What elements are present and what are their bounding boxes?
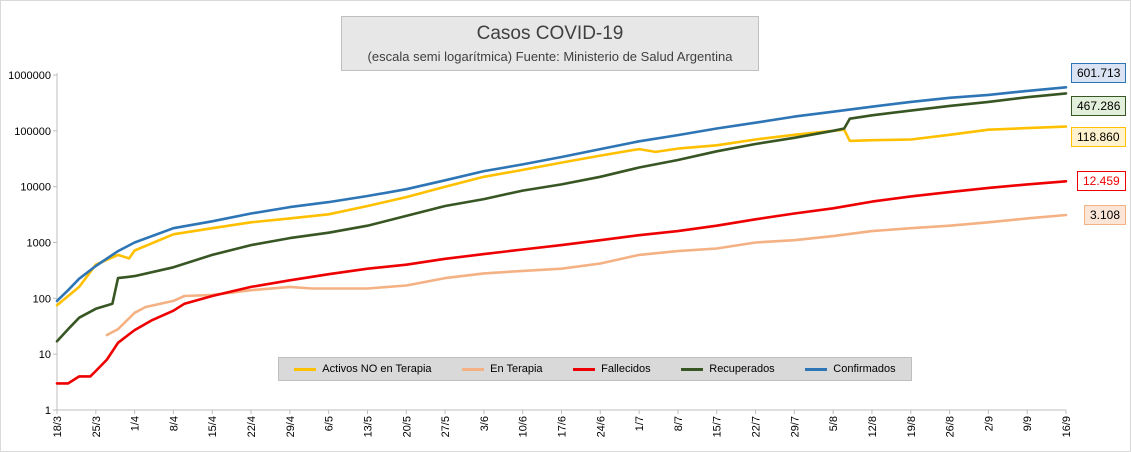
x-tick-label: 6/5 bbox=[324, 416, 336, 431]
x-tick-label: 13/5 bbox=[362, 416, 374, 437]
x-tick-label: 19/8 bbox=[906, 416, 918, 437]
legend-swatch bbox=[681, 367, 704, 371]
legend-label: Confirmados bbox=[833, 363, 896, 375]
x-tick-label: 26/8 bbox=[945, 416, 957, 437]
x-tick-label: 8/4 bbox=[168, 416, 180, 431]
x-tick-label: 22/7 bbox=[751, 416, 763, 437]
y-tick-label: 100 bbox=[33, 293, 51, 305]
legend-label: Fallecidos bbox=[601, 363, 651, 375]
x-tick-label: 1/7 bbox=[634, 416, 646, 431]
series-line-3 bbox=[55, 92, 1068, 343]
end-value-label: 3.108 bbox=[1084, 205, 1127, 225]
chart-subtitle: (escala semi logarítmica) Fuente: Minist… bbox=[367, 49, 733, 64]
series-line-2 bbox=[55, 180, 1068, 385]
x-tick-label: 25/3 bbox=[91, 416, 103, 437]
series-line-1 bbox=[105, 213, 1068, 337]
chart-title: Casos COVID-19 bbox=[476, 23, 624, 44]
x-tick-label: 5/8 bbox=[828, 416, 840, 431]
series-line-0 bbox=[55, 125, 1068, 307]
x-tick-label: 16/9 bbox=[1061, 416, 1073, 437]
legend-item: Recuperados bbox=[681, 363, 775, 375]
legend-swatch bbox=[294, 367, 317, 371]
x-tick-label: 10/6 bbox=[518, 416, 530, 437]
legend-item: En Terapia bbox=[462, 363, 543, 375]
series-line-4 bbox=[55, 86, 1068, 303]
x-tick-label: 2/9 bbox=[983, 416, 995, 431]
legend-label: Recuperados bbox=[709, 363, 775, 375]
x-tick-label: 1/4 bbox=[130, 416, 142, 431]
y-tick-label: 10000 bbox=[20, 182, 51, 194]
x-tick-label: 18/3 bbox=[52, 416, 64, 437]
end-value-label: 118.860 bbox=[1071, 127, 1126, 147]
y-tick-label: 1000 bbox=[27, 238, 51, 250]
x-tick-label: 12/8 bbox=[867, 416, 879, 437]
x-tick-label: 8/7 bbox=[673, 416, 685, 431]
y-tick-label: 100000 bbox=[14, 126, 51, 138]
x-tick-label: 15/7 bbox=[712, 416, 724, 437]
y-tick-label: 10 bbox=[39, 349, 51, 361]
end-value-label: 12.459 bbox=[1077, 171, 1126, 192]
x-tick-label: 20/5 bbox=[401, 416, 413, 437]
end-value-label: 601.713 bbox=[1071, 63, 1127, 83]
legend-item: Activos NO en Terapia bbox=[294, 363, 432, 375]
y-tick-label: 1000000 bbox=[8, 70, 51, 82]
x-tick-label: 3/6 bbox=[479, 416, 491, 431]
x-tick-label: 29/7 bbox=[789, 416, 801, 437]
x-tick-label: 9/9 bbox=[1022, 416, 1034, 431]
y-tick-label: 1 bbox=[45, 405, 51, 417]
legend-swatch bbox=[573, 367, 596, 371]
x-tick-label: 27/5 bbox=[440, 416, 452, 437]
x-tick-label: 29/4 bbox=[285, 416, 297, 437]
x-tick-label: 15/4 bbox=[207, 416, 219, 437]
legend-label: Activos NO en Terapia bbox=[322, 363, 432, 375]
x-tick-label: 22/4 bbox=[246, 416, 258, 437]
legend-item: Confirmados bbox=[805, 363, 896, 375]
chart-title-box: Casos COVID-19 (escala semi logarítmica)… bbox=[341, 16, 759, 71]
legend-label: En Terapia bbox=[490, 363, 543, 375]
end-value-label: 467.286 bbox=[1071, 96, 1127, 116]
legend-item: Fallecidos bbox=[573, 363, 651, 375]
x-tick-label: 24/6 bbox=[595, 416, 607, 437]
x-tick-label: 17/6 bbox=[557, 416, 569, 437]
legend-swatch bbox=[805, 367, 828, 371]
chart-legend: Activos NO en Terapia En Terapia Fallecido… bbox=[278, 357, 912, 381]
legend-swatch bbox=[462, 367, 485, 371]
